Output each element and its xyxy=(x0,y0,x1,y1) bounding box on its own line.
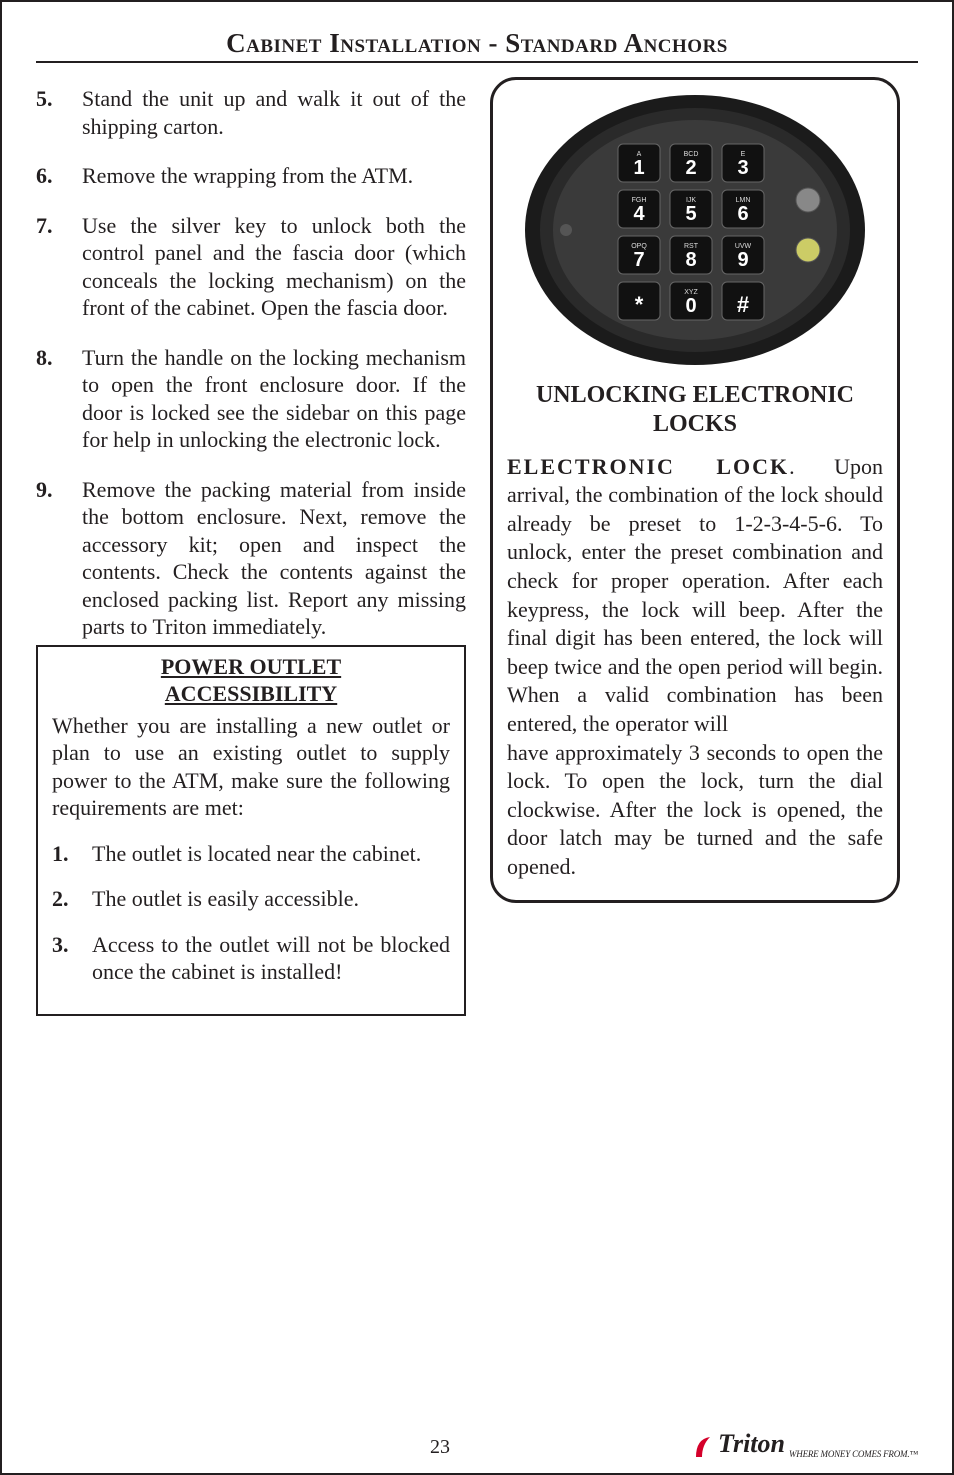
two-column-layout: 5. Stand the unit up and walk it out of … xyxy=(36,75,918,1016)
power-outlet-body: Whether you are installing a new outlet … xyxy=(52,712,450,822)
keypad-button-main: 2 xyxy=(685,157,696,179)
power-title-line1: POWER OUTLET xyxy=(161,654,341,679)
instruction-item: 7. Use the silver key to unlock both the… xyxy=(36,212,466,322)
left-column: 5. Stand the unit up and walk it out of … xyxy=(36,75,466,1016)
item-number: 1. xyxy=(52,840,92,868)
power-outlet-box: POWER OUTLET ACCESSIBILITY Whether you a… xyxy=(36,645,466,1016)
item-number: 7. xyxy=(36,212,82,322)
keypad-button-main: 9 xyxy=(737,249,748,271)
keypad-button-main: 0 xyxy=(685,295,696,317)
keypad-button-main: * xyxy=(635,292,644,317)
keypad-button-main: 1 xyxy=(633,157,644,179)
item-number: 9. xyxy=(36,476,82,641)
item-text: Remove the packing material from inside … xyxy=(82,476,466,641)
keypad-button-main: 7 xyxy=(633,249,644,271)
keypad-button-main: # xyxy=(737,292,749,317)
brand-name: Triton xyxy=(718,1429,785,1459)
brand-logo: Triton WHERE MONEY COMES FROM.™ xyxy=(694,1429,918,1459)
lock-sidebar-panel: A1BCD2E3FGH4IJK5LMN6OPQ7RST8UVW9*XYZ0# U… xyxy=(490,77,900,903)
instruction-item: 9. Remove the packing material from insi… xyxy=(36,476,466,641)
keypad-button-main: 5 xyxy=(685,203,696,225)
swoosh-icon xyxy=(694,1435,714,1459)
instruction-item: 6. Remove the wrapping from the ATM. xyxy=(36,162,466,190)
indicator-light xyxy=(796,188,820,212)
bolt-icon xyxy=(560,224,572,236)
item-number: 5. xyxy=(36,85,82,140)
power-title-line2: ACCESSIBILITY xyxy=(165,681,337,706)
indicator-light xyxy=(796,238,820,262)
page-number: 23 xyxy=(186,1436,694,1459)
item-text: Use the silver key to unlock both the co… xyxy=(82,212,466,322)
instruction-list: 5. Stand the unit up and walk it out of … xyxy=(36,85,466,641)
keypad-button-main: 8 xyxy=(685,249,696,271)
item-text: The outlet is located near the cabinet. xyxy=(92,840,450,868)
keypad-svg: A1BCD2E3FGH4IJK5LMN6OPQ7RST8UVW9*XYZ0# xyxy=(520,90,870,370)
right-column: A1BCD2E3FGH4IJK5LMN6OPQ7RST8UVW9*XYZ0# U… xyxy=(490,75,900,1016)
item-number: 2. xyxy=(52,885,92,913)
section-title: Cabinet Installation - Standard Anchors xyxy=(36,28,918,63)
item-text: The outlet is easily accessible. xyxy=(92,885,450,913)
brand-tagline: WHERE MONEY COMES FROM.™ xyxy=(789,1449,918,1459)
power-item: 1. The outlet is located near the cabine… xyxy=(52,840,450,868)
keypad-illustration: A1BCD2E3FGH4IJK5LMN6OPQ7RST8UVW9*XYZ0# xyxy=(520,90,870,375)
power-item: 3. Access to the outlet will not be bloc… xyxy=(52,931,450,986)
power-outlet-list: 1. The outlet is located near the cabine… xyxy=(52,840,450,986)
item-text: Access to the outlet will not be blocked… xyxy=(92,931,450,986)
keypad-button-main: 3 xyxy=(737,157,748,179)
power-item: 2. The outlet is easily accessible. xyxy=(52,885,450,913)
item-number: 8. xyxy=(36,344,82,454)
keypad-button-main: 4 xyxy=(633,203,645,225)
item-text: Turn the handle on the locking mechanism… xyxy=(82,344,466,454)
instruction-item: 5. Stand the unit up and walk it out of … xyxy=(36,85,466,140)
power-outlet-title: POWER OUTLET ACCESSIBILITY xyxy=(52,653,450,708)
lock-lead-text: ELECTRONIC LOCK xyxy=(507,454,789,479)
page-footer: 23 Triton WHERE MONEY COMES FROM.™ xyxy=(36,1429,918,1459)
item-text: Stand the unit up and walk it out of the… xyxy=(82,85,466,140)
item-number: 3. xyxy=(52,931,92,986)
item-text: Remove the wrapping from the ATM. xyxy=(82,162,466,190)
instruction-item: 8. Turn the handle on the locking mechan… xyxy=(36,344,466,454)
lock-heading: UNLOCKING ELECTRONIC LOCKS xyxy=(507,381,883,439)
keypad-button-main: 6 xyxy=(737,203,748,225)
lock-body-1: . Upon arrival, the combination of the l… xyxy=(507,454,883,736)
lock-body-text: ELECTRONIC LOCK. Upon arrival, the combi… xyxy=(507,453,883,882)
lock-body-2: have approximately 3 seconds to open the… xyxy=(507,740,883,879)
item-number: 6. xyxy=(36,162,82,190)
page-frame: Cabinet Installation - Standard Anchors … xyxy=(0,0,954,1475)
